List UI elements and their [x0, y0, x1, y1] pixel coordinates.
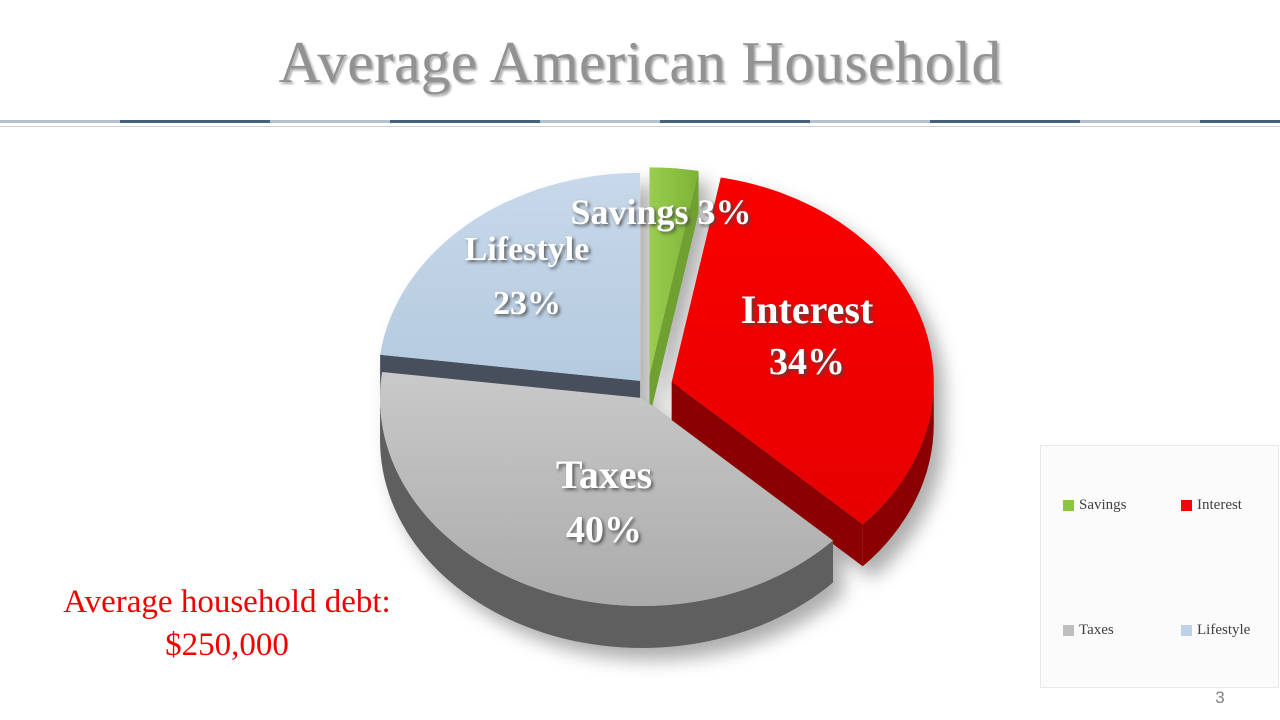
legend-item-interest: Interest [1181, 497, 1242, 514]
pie-slice-interest-side [671, 381, 863, 567]
pie-slice-taxes [380, 371, 834, 607]
legend-label: Taxes [1079, 622, 1114, 638]
slice-label-lifestyle-percent: 23% [493, 285, 561, 322]
slice-label-interest-name: Interest [740, 287, 874, 332]
slice-label-taxes-name: Taxes [555, 452, 653, 497]
legend-swatch-icon [1181, 625, 1192, 636]
pie-slice-savings [649, 167, 699, 376]
legend-item-lifestyle: Lifestyle [1181, 622, 1250, 639]
pie-slice-interest-front [862, 381, 934, 567]
pie-slice-taxes-front [380, 398, 834, 649]
slice-label-taxes-percent: 40% [566, 509, 642, 551]
legend-item-savings: Savings [1063, 497, 1127, 514]
chart-legend: Savings Interest Taxes Lifestyle [1040, 445, 1279, 688]
debt-note-line1: Average household debt: [63, 584, 391, 620]
legend-swatch-icon [1063, 500, 1074, 511]
legend-swatch-icon [1181, 500, 1192, 511]
legend-item-taxes: Taxes [1063, 622, 1114, 639]
slice-label-savings: Savings 3% [570, 192, 752, 232]
pie-slice-savings-side [649, 171, 699, 418]
title-divider-line [0, 120, 1280, 123]
legend-label: Interest [1197, 497, 1242, 513]
slice-label-lifestyle-name: Lifestyle [464, 231, 590, 268]
debt-note: Average household debt: $250,000 [18, 581, 436, 667]
legend-swatch-icon [1063, 625, 1074, 636]
slice-label-interest-percent: 34% [769, 341, 845, 383]
page-number: 3 [1215, 688, 1225, 707]
legend-label: Lifestyle [1197, 622, 1251, 638]
debt-note-line2: $250,000 [165, 626, 289, 663]
pie-slice-interest [671, 177, 934, 525]
title-divider-underline [0, 126, 1280, 127]
pie-3d-group [380, 167, 934, 649]
slide-title: Average American Household [278, 29, 1002, 95]
legend-label: Savings [1079, 497, 1127, 513]
pie-slice-lifestyle [380, 172, 641, 381]
